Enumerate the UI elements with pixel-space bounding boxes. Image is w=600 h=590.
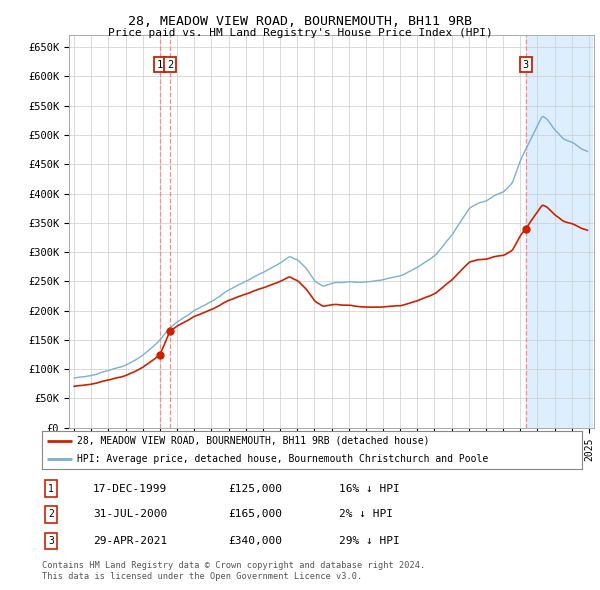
Text: 16% ↓ HPI: 16% ↓ HPI [339, 484, 400, 493]
Text: 29-APR-2021: 29-APR-2021 [93, 536, 167, 546]
Text: 29% ↓ HPI: 29% ↓ HPI [339, 536, 400, 546]
Text: Price paid vs. HM Land Registry's House Price Index (HPI): Price paid vs. HM Land Registry's House … [107, 28, 493, 38]
Text: 2: 2 [48, 510, 54, 519]
Text: £340,000: £340,000 [228, 536, 282, 546]
Text: 1: 1 [48, 484, 54, 493]
Text: 28, MEADOW VIEW ROAD, BOURNEMOUTH, BH11 9RB: 28, MEADOW VIEW ROAD, BOURNEMOUTH, BH11 … [128, 15, 472, 28]
Text: 28, MEADOW VIEW ROAD, BOURNEMOUTH, BH11 9RB (detached house): 28, MEADOW VIEW ROAD, BOURNEMOUTH, BH11 … [77, 435, 430, 445]
Text: 2% ↓ HPI: 2% ↓ HPI [339, 510, 393, 519]
Text: 3: 3 [48, 536, 54, 546]
Text: £165,000: £165,000 [228, 510, 282, 519]
Text: HPI: Average price, detached house, Bournemouth Christchurch and Poole: HPI: Average price, detached house, Bour… [77, 454, 488, 464]
Text: 3: 3 [523, 60, 529, 70]
Text: 2: 2 [167, 60, 173, 70]
Text: Contains HM Land Registry data © Crown copyright and database right 2024.: Contains HM Land Registry data © Crown c… [42, 561, 425, 570]
Bar [526, 35, 592, 428]
Text: £125,000: £125,000 [228, 484, 282, 493]
Text: 17-DEC-1999: 17-DEC-1999 [93, 484, 167, 493]
Text: 1: 1 [157, 60, 163, 70]
Text: 31-JUL-2000: 31-JUL-2000 [93, 510, 167, 519]
Text: This data is licensed under the Open Government Licence v3.0.: This data is licensed under the Open Gov… [42, 572, 362, 581]
